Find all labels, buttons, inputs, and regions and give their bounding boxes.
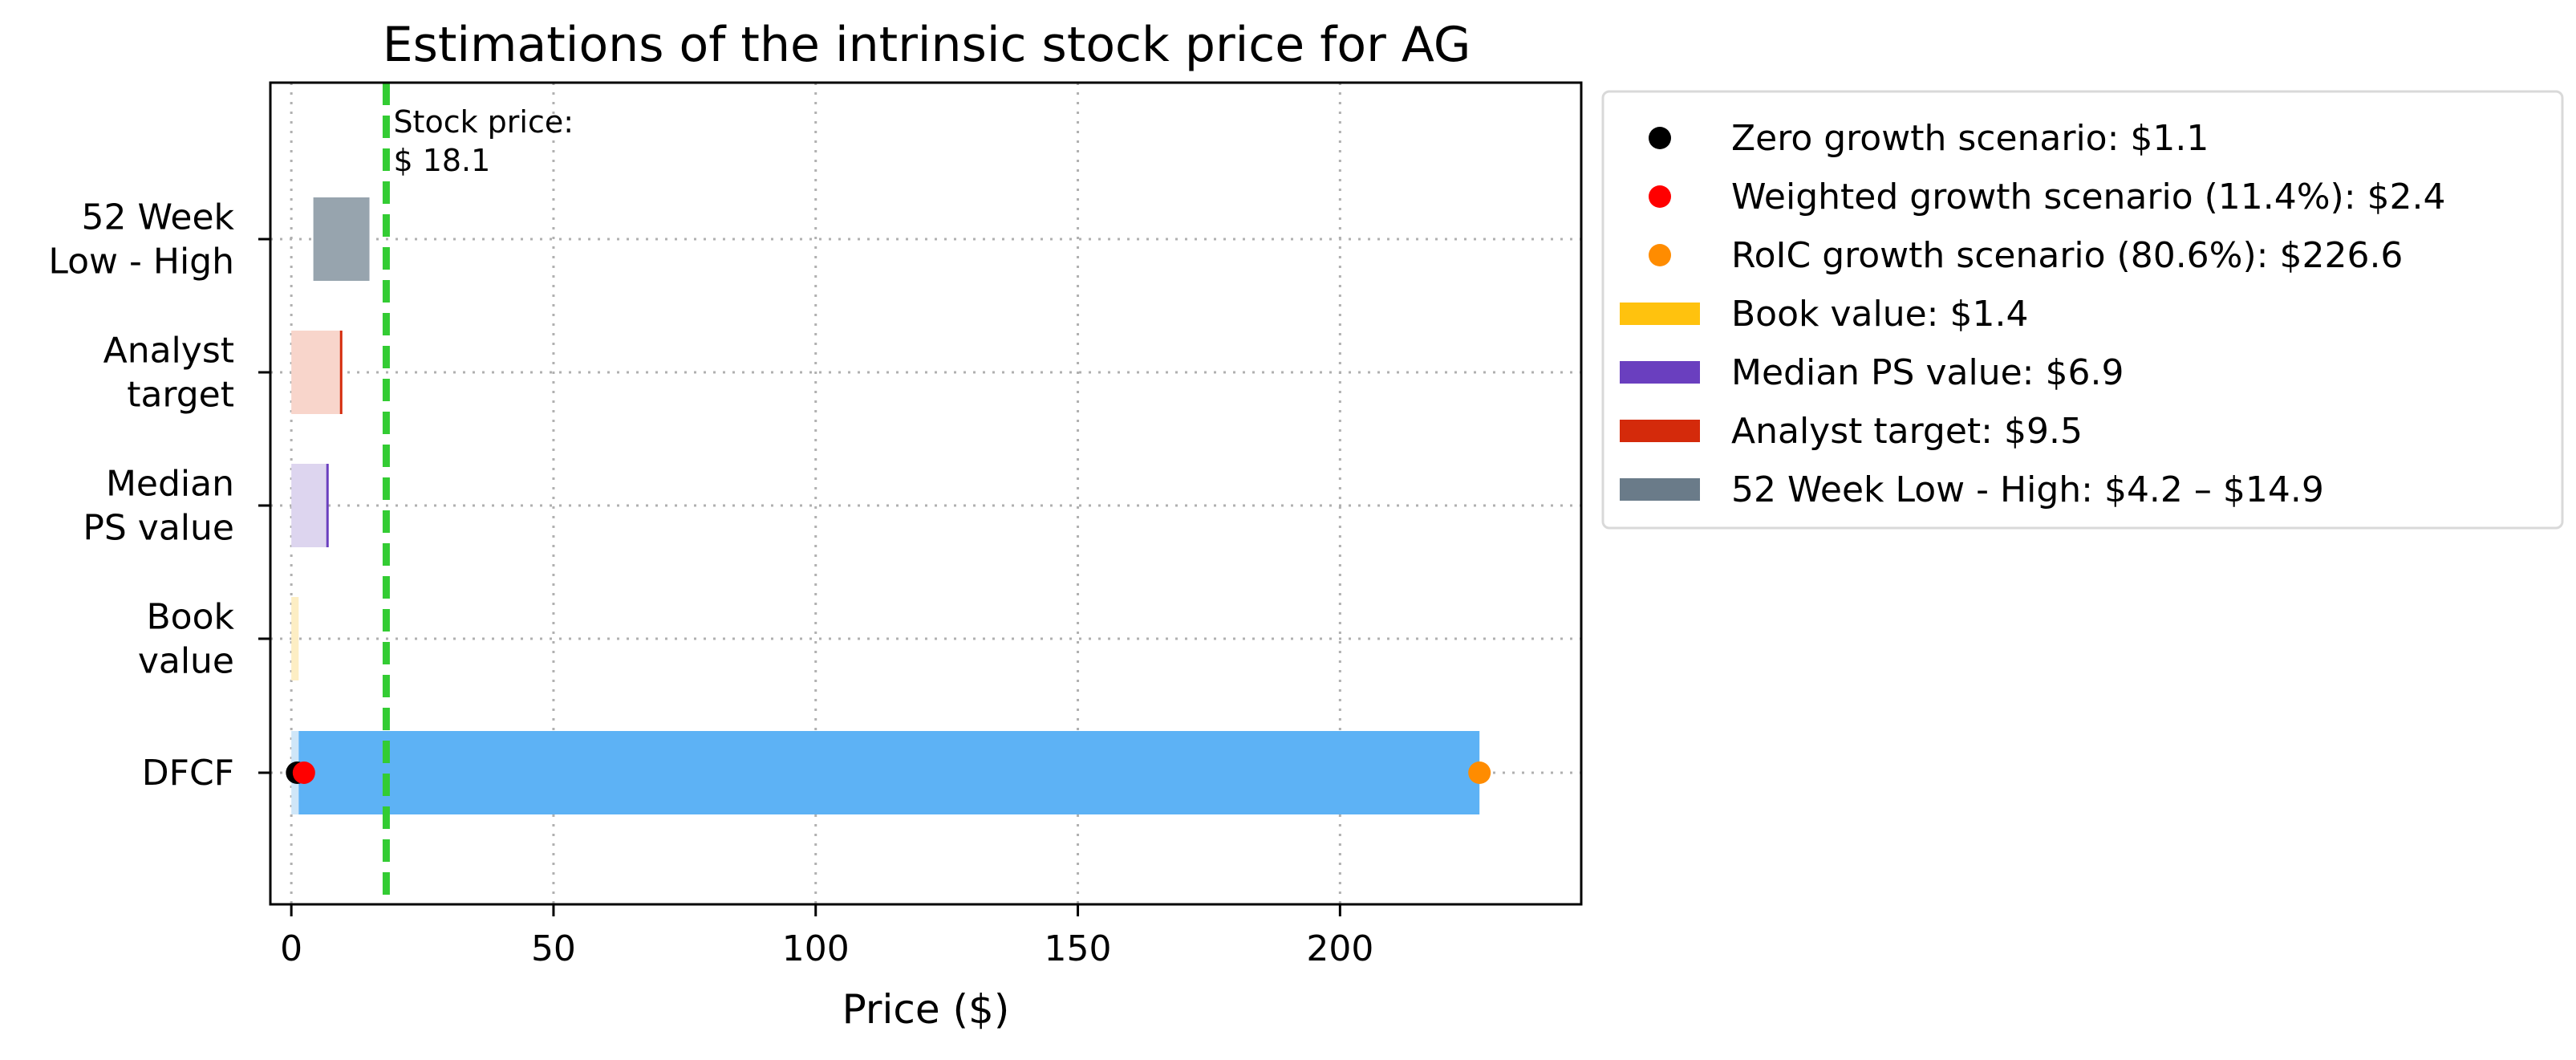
legend-patch [1620,303,1700,325]
legend-label: Analyst target: $9.5 [1731,411,2083,452]
legend-marker [1649,185,1671,208]
x-tick-label: 200 [1306,928,1373,969]
legend-label: Weighted growth scenario (11.4%): $2.4 [1731,177,2446,217]
scenario-point [292,761,315,784]
x-tick-label: 100 [782,928,850,969]
legend-label: 52 Week Low - High: $4.2 – $14.9 [1731,469,2324,510]
legend-label: Median PS value: $6.9 [1731,352,2124,393]
legend-marker [1649,244,1671,266]
legend: Zero growth scenario: $1.1 Weighted growt… [1601,90,2564,530]
bar-segment [291,597,299,680]
bar-segment [291,331,342,414]
y-tick-label: Analyst target [103,331,234,416]
x-tick-label: 50 [531,928,576,969]
chart-title: Estimations of the intrinsic stock price… [383,17,1471,73]
y-tick-label: Book value [138,597,235,682]
bar-segment [298,731,1480,814]
y-tick-label: 52 Week Low - High [48,197,234,282]
x-tick-label: 0 [280,928,302,969]
y-tick-label: DFCF [142,753,234,794]
y-tick-label: Median PS value [83,464,234,549]
bar-segment [313,197,370,281]
plot-area: Stock price: $ 18.1 0 50 100 150 200 DFCF Book va… [48,83,1581,969]
legend-label: Zero growth scenario: $1.1 [1731,118,2209,159]
scenario-point [1468,761,1491,784]
legend-label: RoIC growth scenario (80.6%): $226.6 [1731,235,2403,276]
legend-label: Book value: $1.4 [1731,294,2028,335]
x-tick-label: 150 [1045,928,1112,969]
x-axis-label: Price ($) [842,986,1010,1033]
bar-segment [291,464,328,547]
legend-frame [1601,90,2564,530]
legend-patch [1620,420,1700,442]
legend-marker [1649,127,1671,149]
legend-patch [1620,361,1700,384]
plot-frame [269,81,1583,906]
stock-price-label: Stock price: $ 18.1 [393,104,574,178]
legend-patch [1620,478,1700,501]
